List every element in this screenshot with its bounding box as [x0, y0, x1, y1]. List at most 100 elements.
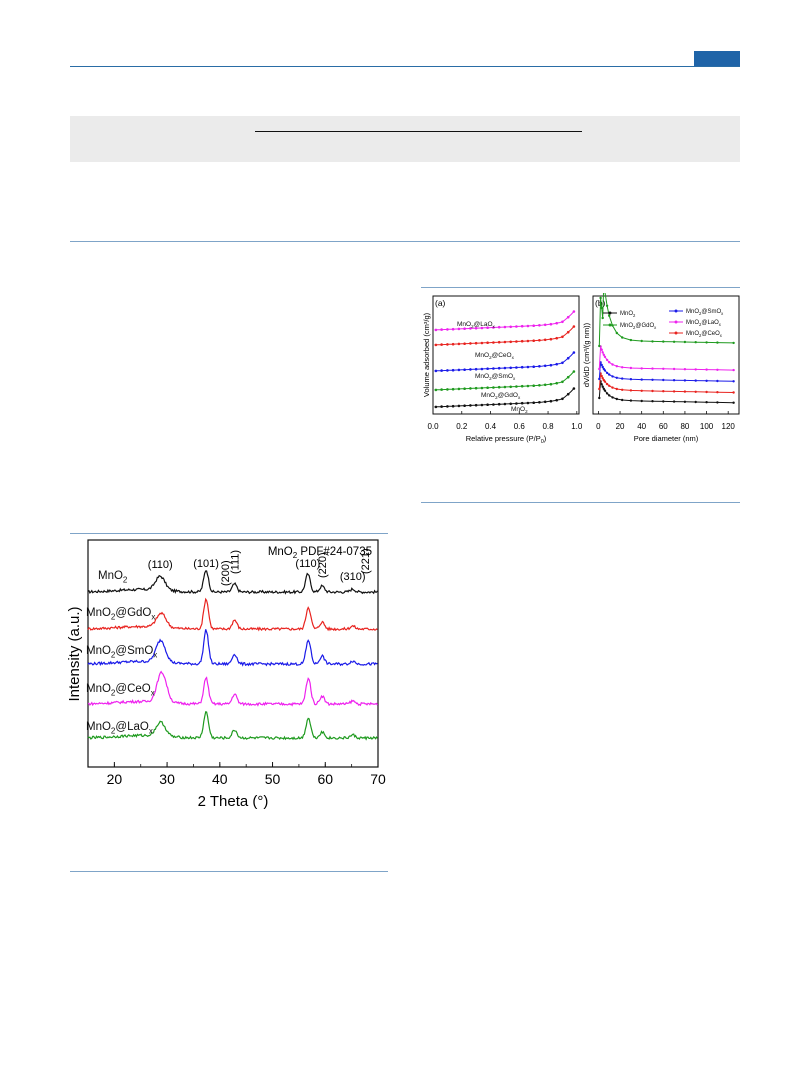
pb-series-marker — [600, 374, 603, 378]
pb-series-marker — [640, 339, 643, 343]
pb-series-marker — [600, 383, 603, 386]
pa-series-marker — [474, 367, 478, 371]
pb-series-marker — [621, 336, 624, 339]
pa-panel-label: (a) — [435, 298, 446, 308]
pa-series-marker — [538, 384, 541, 387]
pa-series-marker — [515, 385, 518, 388]
xrd-x-tick-label: 60 — [317, 771, 333, 787]
pb-series-marker — [615, 376, 618, 379]
pb-series-marker — [611, 396, 614, 399]
xrd-series-line — [87, 570, 378, 595]
pb-series-marker — [732, 391, 735, 394]
pa-series-marker — [526, 365, 530, 369]
pb-series-marker — [705, 401, 708, 404]
pa-series-marker — [486, 403, 489, 406]
pa-series-marker — [561, 320, 564, 324]
pb-series-marker — [683, 400, 687, 403]
xrd-series-label: MnO2 — [98, 570, 128, 584]
pa-series-marker — [463, 404, 466, 407]
pa-series-marker — [561, 380, 564, 384]
pa-series-marker — [486, 367, 489, 370]
pa-series-marker — [572, 310, 576, 313]
pb-series-marker — [602, 387, 605, 390]
pa-series-marker — [497, 402, 501, 406]
pb-series-marker — [598, 377, 601, 381]
xrd-plot-frame — [87, 539, 379, 768]
pa-series-marker — [561, 335, 564, 339]
pb-x-tick-label: 20 — [616, 422, 625, 431]
pb-series-marker — [716, 368, 719, 371]
pb-x-tick-label: 40 — [637, 422, 646, 431]
xrd-x-tick-label: 20 — [107, 771, 123, 787]
pa-series-marker — [474, 403, 478, 407]
pa-series-marker — [515, 402, 518, 405]
pa-series-marker — [480, 403, 484, 407]
pb-series-marker — [601, 351, 604, 354]
pb-series-marker — [705, 341, 708, 344]
pa-series-marker — [457, 368, 461, 372]
pb-series-marker — [601, 377, 604, 380]
pb-legend-label: MnO2@LaOx — [686, 320, 722, 327]
xrd-peak-label: (221) — [360, 548, 372, 574]
pa-series-marker — [492, 341, 495, 344]
pb-x-tick-label: 0 — [596, 422, 601, 431]
pb-series-marker — [600, 348, 603, 351]
xrd-x-tick-label: 50 — [265, 771, 281, 787]
gray-box-line — [255, 131, 582, 132]
pa-series-marker — [434, 343, 438, 347]
pa-series-marker — [446, 369, 449, 372]
pb-series-marker — [600, 363, 603, 367]
pb-series-marker — [662, 400, 665, 403]
pa-series-marker — [526, 324, 530, 328]
pb-series-marker — [662, 340, 665, 343]
pa-series-marker — [532, 401, 535, 404]
pb-xlabel: Pore diameter (nm) — [634, 434, 699, 443]
pa-series-marker — [463, 387, 466, 390]
pb-series-marker — [615, 397, 618, 401]
xrd-series-line — [87, 711, 378, 741]
pa-series-marker — [503, 402, 507, 406]
pa-series-marker — [555, 362, 558, 366]
pa-series-marker — [503, 366, 507, 370]
pb-series-marker — [640, 389, 643, 392]
pb-legend-label: MnO2@GdOx — [620, 323, 657, 330]
pb-series-marker — [608, 373, 611, 376]
pb-series-marker — [694, 341, 697, 344]
pa-series-marker — [532, 324, 535, 327]
header-rule — [70, 66, 740, 67]
pa-series-marker — [503, 340, 507, 344]
pb-series-marker — [598, 396, 601, 400]
pb-series-marker — [716, 379, 719, 383]
pa-series-marker — [566, 375, 570, 379]
pa-series-label: MnO2 — [511, 406, 528, 414]
pa-series-marker — [446, 328, 449, 331]
pa-series-marker — [446, 343, 449, 346]
pb-series-marker — [651, 389, 654, 393]
pb-series-marker — [599, 296, 602, 300]
pa-series-marker — [503, 325, 507, 329]
pa-series-marker — [566, 330, 570, 334]
pb-series-line — [598, 346, 734, 371]
pore-distribution-chart: (b) MnO2MnO2@GdOxMnO2@SmOxMnO2@LaOxMnO2@… — [583, 293, 740, 443]
pb-series-marker — [598, 367, 601, 371]
pb-series-marker — [608, 394, 611, 397]
pa-series-marker — [555, 398, 558, 402]
pa-series-marker — [566, 392, 570, 396]
figure-bottom-rule-left — [70, 871, 388, 872]
pa-series-marker — [555, 321, 558, 325]
pb-series-marker — [651, 340, 654, 343]
pa-series-marker — [451, 404, 455, 408]
pa-series-marker — [549, 399, 553, 403]
pa-series-marker — [555, 381, 558, 385]
pa-series-marker — [463, 327, 466, 330]
xrd-series-label: MnO2@SmOx — [86, 645, 157, 659]
pb-x-tick-label: 60 — [659, 422, 668, 431]
pa-series-marker — [451, 368, 455, 372]
pb-series-marker — [705, 390, 708, 394]
pb-series-line — [598, 373, 734, 393]
pa-series-marker — [492, 403, 495, 406]
pa-series-marker — [463, 342, 466, 345]
pa-series-marker — [543, 383, 547, 387]
pb-series-marker — [672, 400, 676, 403]
pb-series-marker — [629, 338, 633, 342]
